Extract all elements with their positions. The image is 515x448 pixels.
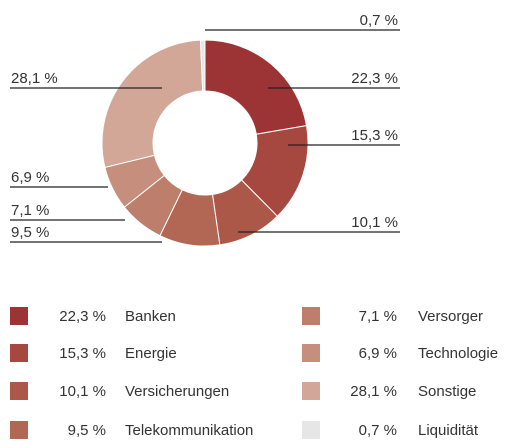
legend-value: 22,3 % <box>59 308 106 325</box>
wedge <box>204 39 308 135</box>
slice-label: 10,1 % <box>351 214 398 231</box>
legend-label: Versorger <box>418 308 483 325</box>
slice-label: 28,1 % <box>11 70 58 87</box>
legend-value: 15,3 % <box>59 345 106 362</box>
legend-label: Technologie <box>418 345 498 362</box>
legend-swatch <box>302 307 320 325</box>
slice-label: 6,9 % <box>11 169 49 186</box>
slice-label: 9,5 % <box>11 224 49 241</box>
legend-label: Banken <box>125 308 176 325</box>
legend-value: 7,1 % <box>359 308 397 325</box>
legend-swatch <box>302 344 320 362</box>
legend-swatch <box>10 421 28 439</box>
legend-label: Telekommunikation <box>125 422 253 439</box>
legend-swatch <box>302 421 320 439</box>
legend-label: Sonstige <box>418 383 476 400</box>
legend-label: Energie <box>125 345 177 362</box>
legend-label: Versicherungen <box>125 383 229 400</box>
legend-value: 9,5 % <box>68 422 106 439</box>
legend-swatch <box>10 307 28 325</box>
legend-value: 10,1 % <box>59 383 106 400</box>
slice-label: 22,3 % <box>351 70 398 87</box>
legend-value: 6,9 % <box>359 345 397 362</box>
wedge <box>199 39 206 92</box>
legend-value: 28,1 % <box>350 383 397 400</box>
slice-label: 7,1 % <box>11 202 49 219</box>
legend-swatch <box>10 344 28 362</box>
legend-swatch <box>10 382 28 400</box>
legend-swatch <box>302 382 320 400</box>
wedge <box>101 39 204 168</box>
legend-value: 0,7 % <box>359 422 397 439</box>
slice-label: 0,7 % <box>360 12 398 29</box>
legend-label: Liquidität <box>418 422 479 439</box>
slice-label: 15,3 % <box>351 127 398 144</box>
